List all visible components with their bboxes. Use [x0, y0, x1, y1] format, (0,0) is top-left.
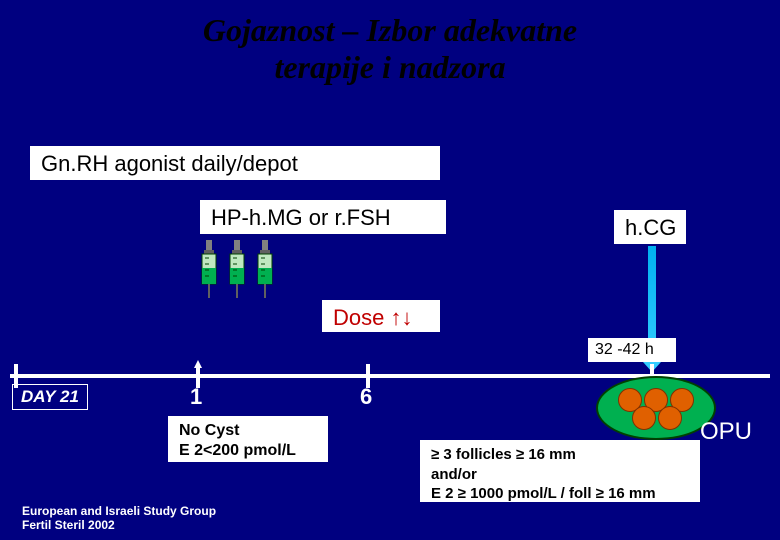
box-nocyst: No Cyst E 2<200 pmol/L [168, 416, 328, 462]
label-opu: OPU [700, 418, 752, 446]
citation-line2: Fertil Steril 2002 [22, 518, 216, 532]
box-gnrh: Gn.RH agonist daily/depot [30, 146, 440, 180]
nocyst-line1: No Cyst [179, 421, 317, 441]
foll-line1: ≥ 3 follicles ≥ 16 mm [431, 445, 689, 465]
citation-text: European and Israeli Study Group Fertil … [22, 504, 216, 533]
slide-title: Gojaznost – Izbor adekvatne terapije i n… [0, 12, 780, 86]
box-hcg: h.CG [614, 210, 686, 244]
title-line1: Gojaznost – Izbor adekvatne [0, 12, 780, 49]
nocyst-line2: E 2<200 pmol/L [179, 441, 317, 461]
foll-line2: and/or [431, 465, 689, 485]
label-day21: DAY 21 [12, 384, 88, 410]
box-hphmg: HP-h.MG or r.FSH [200, 200, 446, 234]
timeline-label-6: 6 [360, 384, 372, 410]
timeline-label-1: 1 [190, 384, 202, 410]
citation-line1: European and Israeli Study Group [22, 504, 216, 518]
follicle-circle-icon [632, 406, 656, 430]
title-line2: terapije i nadzora [0, 49, 780, 86]
box-follicles: ≥ 3 follicles ≥ 16 mm and/or E 2 ≥ 1000 … [420, 440, 700, 502]
follicle-circle-icon [658, 406, 682, 430]
foll-line3: E 2 ≥ 1000 pmol/L / foll ≥ 16 mm [431, 484, 689, 504]
syringe-icon [200, 240, 300, 310]
box-dose: Dose ↑↓ [322, 300, 440, 332]
box-hours: 32 -42 h [588, 338, 676, 362]
